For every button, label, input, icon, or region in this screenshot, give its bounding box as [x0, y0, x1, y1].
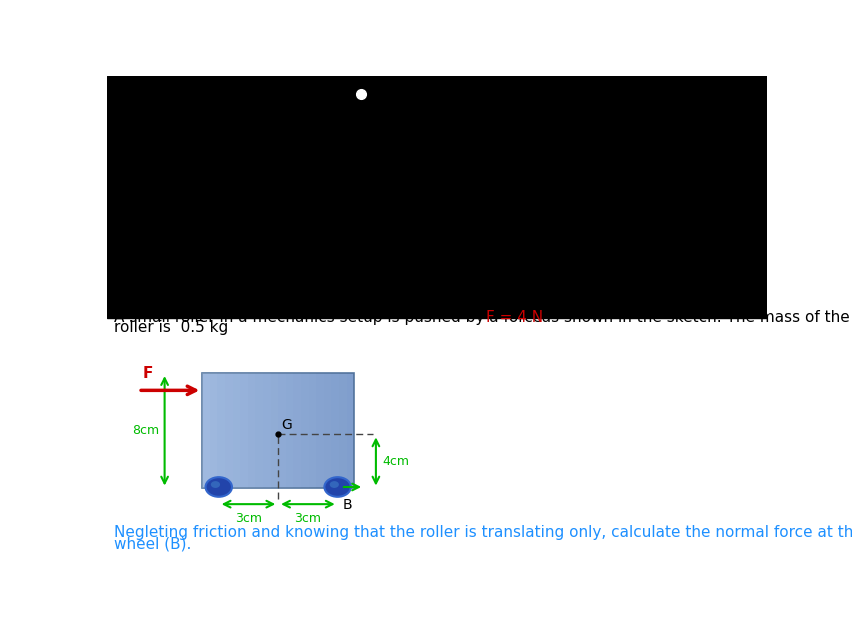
- Text: Negleting friction and knowing that the roller is translating only, calculate th: Negleting friction and knowing that the …: [114, 525, 852, 540]
- Text: as shown in the sketch. The mass of the: as shown in the sketch. The mass of the: [532, 310, 850, 325]
- Bar: [324, 373, 331, 489]
- Bar: [217, 373, 225, 489]
- Bar: [240, 373, 248, 489]
- Text: F = 4 N: F = 4 N: [486, 310, 544, 325]
- Bar: [278, 373, 285, 489]
- Bar: [339, 373, 347, 489]
- Bar: [347, 373, 354, 489]
- Bar: [331, 373, 339, 489]
- Bar: [248, 373, 256, 489]
- Text: roller is  0.5 kg: roller is 0.5 kg: [114, 320, 228, 336]
- Bar: [202, 373, 210, 489]
- Bar: [308, 373, 316, 489]
- Bar: [256, 373, 263, 489]
- Circle shape: [330, 481, 339, 488]
- Bar: [271, 373, 279, 489]
- Bar: [324, 373, 331, 489]
- Bar: [210, 373, 217, 489]
- Bar: [225, 373, 233, 489]
- Bar: [217, 373, 225, 489]
- Bar: [278, 373, 285, 489]
- Bar: [248, 373, 256, 489]
- Bar: [316, 373, 324, 489]
- Bar: [106, 76, 767, 318]
- Bar: [225, 373, 233, 489]
- Circle shape: [205, 477, 232, 497]
- Text: A small roller in a mechanics setup is pushed by a force: A small roller in a mechanics setup is p…: [114, 310, 552, 325]
- Bar: [271, 373, 279, 489]
- Bar: [339, 373, 347, 489]
- Bar: [301, 373, 308, 489]
- Bar: [293, 373, 301, 489]
- Bar: [256, 373, 263, 489]
- Bar: [301, 373, 308, 489]
- Text: G: G: [281, 418, 292, 432]
- Bar: [285, 373, 293, 489]
- Text: B: B: [343, 498, 353, 512]
- Bar: [308, 373, 316, 489]
- Text: 8cm: 8cm: [132, 424, 159, 438]
- Text: 4cm: 4cm: [383, 455, 410, 468]
- Bar: [285, 373, 293, 489]
- Bar: [293, 373, 301, 489]
- Bar: [240, 373, 248, 489]
- Circle shape: [325, 477, 351, 497]
- Text: 3cm: 3cm: [295, 512, 321, 524]
- Bar: [202, 373, 210, 489]
- Circle shape: [210, 481, 220, 488]
- Bar: [233, 373, 240, 489]
- Bar: [202, 373, 354, 489]
- Text: 3cm: 3cm: [235, 512, 262, 524]
- Bar: [210, 373, 217, 489]
- Bar: [263, 373, 271, 489]
- Bar: [233, 373, 240, 489]
- Bar: [331, 373, 339, 489]
- Bar: [316, 373, 324, 489]
- Text: wheel (B).: wheel (B).: [114, 536, 192, 551]
- Bar: [263, 373, 271, 489]
- Bar: [347, 373, 354, 489]
- Text: F: F: [142, 366, 153, 380]
